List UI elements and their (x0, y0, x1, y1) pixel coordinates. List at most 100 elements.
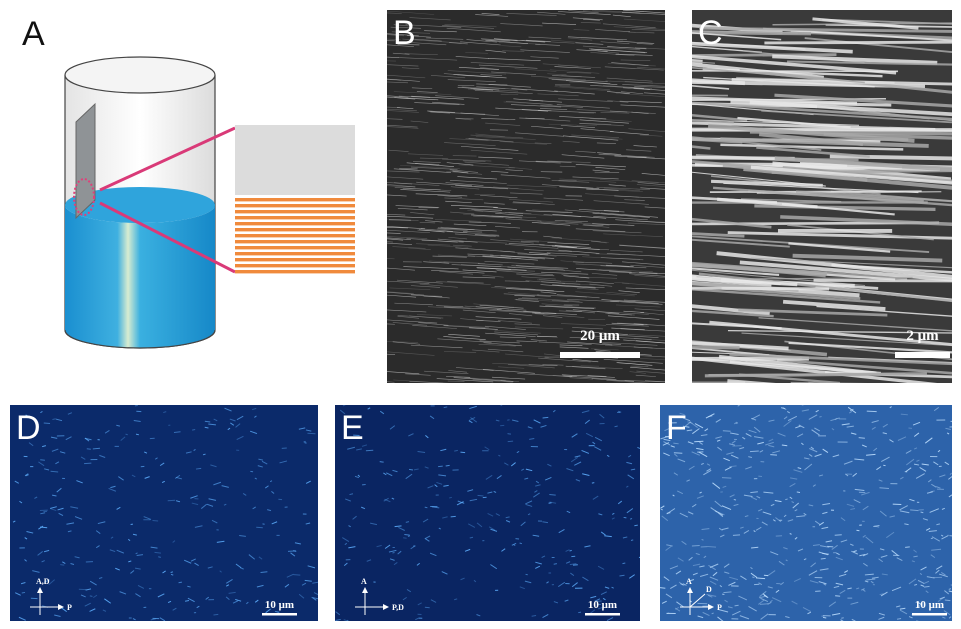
speckle (508, 434, 511, 435)
fiber-stripe (235, 240, 355, 243)
micrograph (367, 10, 704, 384)
fiber-stripe (235, 264, 355, 267)
fiber-stripe (235, 222, 355, 225)
panel-label: D (16, 409, 41, 447)
speckle (520, 543, 522, 544)
fiber-stripe (235, 246, 355, 249)
speckle (406, 522, 409, 523)
speckle (425, 607, 430, 608)
speckle (213, 614, 218, 615)
speckle (136, 434, 139, 435)
speckle (760, 604, 768, 605)
speckle (408, 536, 410, 537)
speckle (409, 469, 413, 470)
fiber-stripe (235, 234, 355, 237)
speckle (125, 434, 127, 435)
speckle (205, 421, 210, 422)
speckle (570, 550, 572, 551)
speckle (168, 500, 175, 501)
speckle (708, 547, 716, 548)
scale-bar-label: 10 μm (588, 599, 617, 611)
speckle (623, 563, 626, 564)
axis-label: A,D (36, 577, 50, 586)
panel-label: A (22, 15, 45, 53)
speckle (93, 448, 100, 449)
speckle (692, 545, 700, 546)
micrograph (335, 403, 643, 623)
speckle (661, 509, 663, 510)
speckle (22, 592, 25, 593)
speckle (736, 423, 738, 424)
scale-bar-label: 10 μm (265, 599, 294, 611)
speckle (750, 451, 759, 452)
fiber (370, 264, 386, 265)
speckle (945, 600, 951, 601)
speckle (578, 612, 581, 613)
speckle (797, 492, 800, 493)
speckle (802, 404, 805, 405)
speckle (770, 455, 777, 456)
speckle (859, 438, 865, 439)
panel-label: E (341, 409, 364, 447)
panel-label: F (666, 409, 687, 447)
panel-label: B (393, 14, 416, 52)
nanowire (727, 381, 905, 395)
cylinder-top (65, 57, 215, 93)
speckle (196, 468, 201, 469)
nanowire (668, 288, 829, 289)
fiber-stripe (235, 252, 355, 255)
speckle (404, 534, 409, 535)
speckle (444, 407, 448, 408)
speckle (293, 551, 296, 552)
speckle (261, 572, 268, 573)
speckle (304, 441, 306, 442)
schematic (65, 57, 355, 348)
speckle (507, 420, 509, 421)
micrograph (660, 404, 959, 624)
panel: A (22, 15, 45, 53)
image-background (335, 405, 640, 621)
fiber-stripe (235, 210, 355, 213)
fiber-stripe (235, 270, 355, 273)
nanowire (808, 382, 961, 397)
speckle (674, 453, 682, 454)
speckle (549, 503, 552, 504)
nanowire (705, 374, 927, 376)
speckle (631, 540, 633, 541)
speckle (205, 427, 209, 428)
speckle (549, 495, 555, 496)
speckle (735, 605, 739, 606)
speckle (449, 497, 452, 498)
scale-bar (895, 352, 950, 358)
axis-label: A (686, 577, 692, 586)
axis-label: P (717, 603, 722, 612)
image-background (10, 405, 318, 621)
scale-bar (560, 352, 640, 358)
speckle (554, 564, 557, 565)
speckle (203, 454, 206, 455)
scale-bar-label: 2 μm (906, 328, 939, 344)
scale-bar (262, 613, 297, 616)
speckle (901, 414, 908, 415)
axis-label: A (361, 577, 367, 586)
speckle (179, 582, 182, 583)
scale-bar (585, 613, 620, 616)
speckle (823, 617, 826, 618)
speckle (634, 525, 637, 526)
speckle (752, 577, 754, 578)
scale-bar-label: 20 μm (580, 328, 620, 344)
nanowire (681, 130, 961, 131)
micrograph (10, 405, 320, 621)
speckle (916, 621, 922, 623)
speckle (294, 575, 301, 576)
speckle (171, 572, 173, 573)
panel: 20 μm B (367, 10, 704, 384)
panel: 10 μmDA,DP (10, 405, 320, 621)
substrate (76, 104, 95, 218)
speckle (44, 423, 50, 424)
figure: A20 μmB2 μmC10 μmDA,DP10 μmEAP,D10 μmFAP… (0, 0, 961, 629)
speckle (722, 478, 731, 479)
fiber-stripe (235, 258, 355, 261)
speckle (425, 507, 428, 508)
scale-bar (912, 613, 947, 616)
